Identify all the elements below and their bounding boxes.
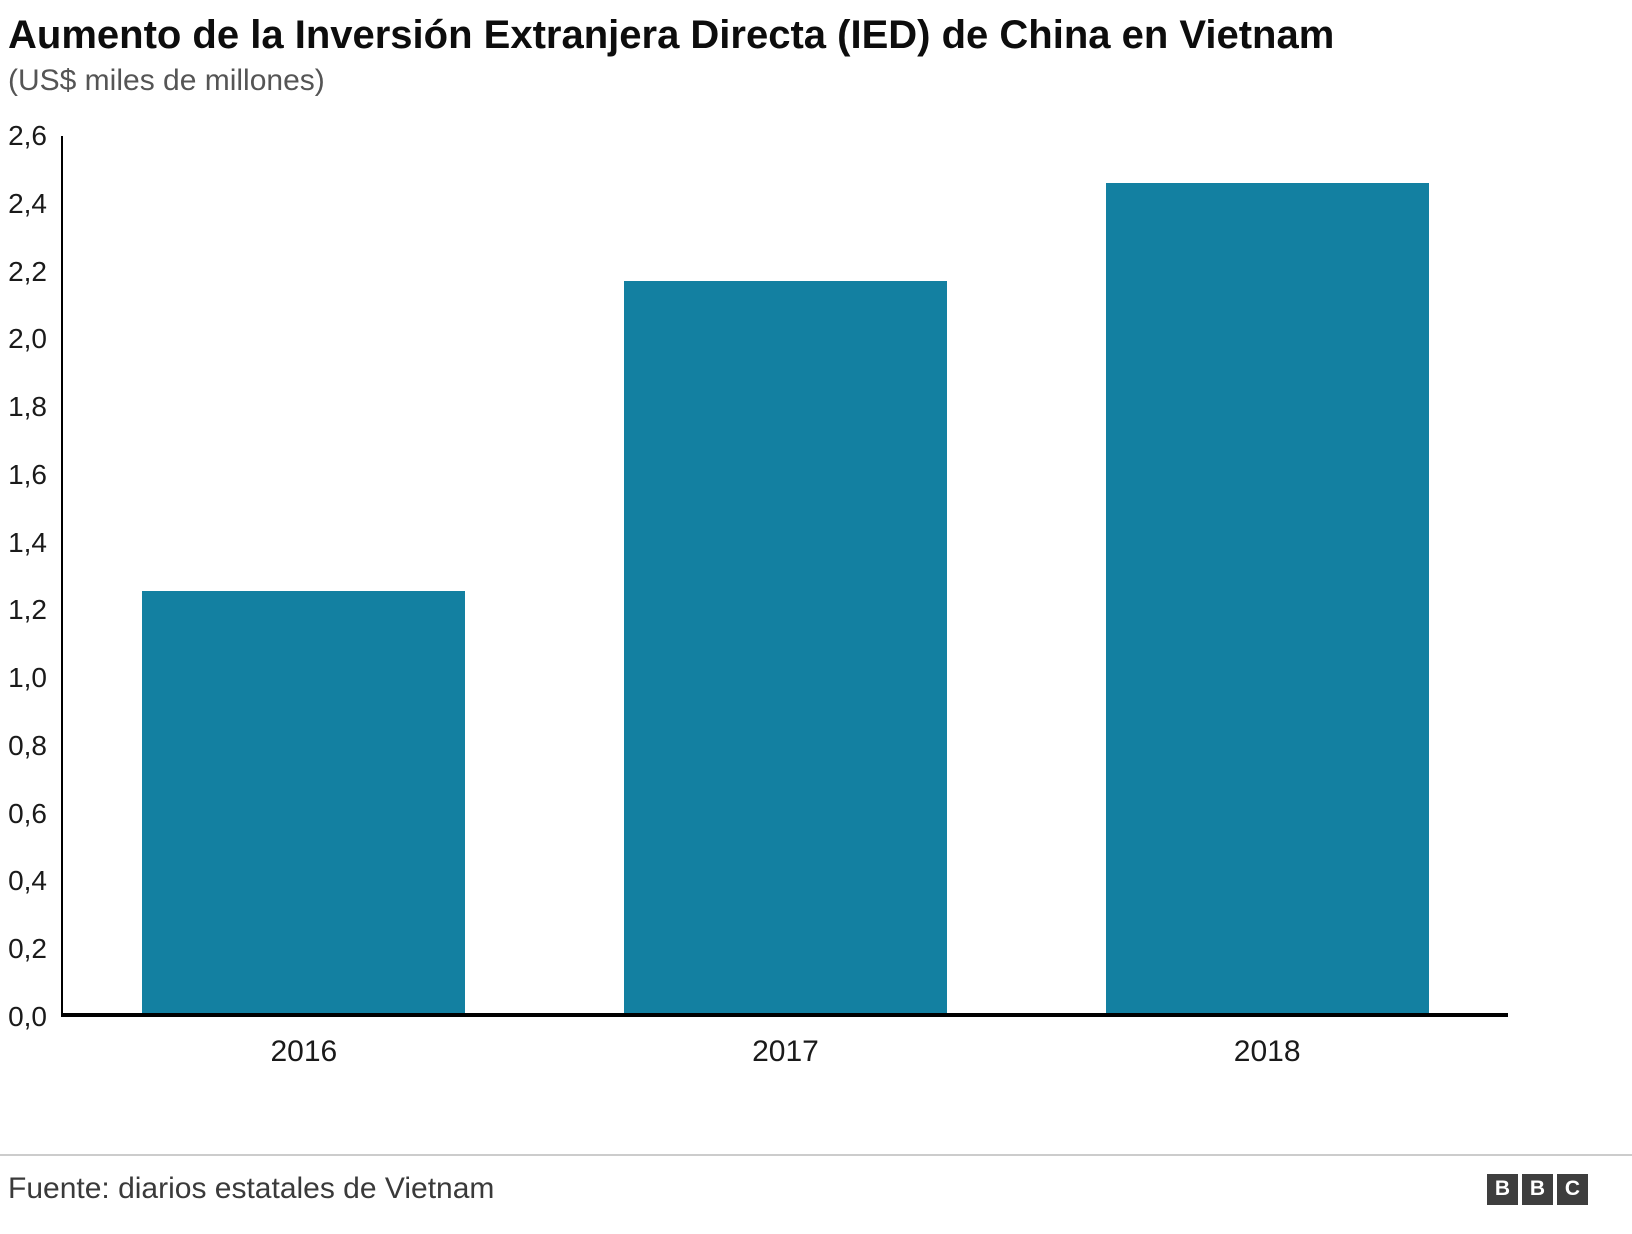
chart-subtitle: (US$ miles de millones) — [8, 64, 325, 97]
bar-2017 — [624, 281, 947, 1013]
x-tick-label: 2017 — [752, 1035, 819, 1068]
y-tick-label: 0,8 — [8, 729, 47, 761]
y-tick-label: 1,2 — [8, 594, 47, 626]
bbc-logo-block: C — [1557, 1173, 1588, 1205]
y-tick-label: 0,0 — [8, 1001, 47, 1032]
bar-group — [545, 136, 1027, 1013]
bar-group — [1026, 136, 1508, 1013]
chart-title: Aumento de la Inversión Extranjera Direc… — [8, 13, 1335, 57]
y-tick-label: 1,4 — [8, 526, 47, 558]
bar-2016 — [142, 591, 466, 1013]
chart-header: Aumento de la Inversión Extranjera Direc… — [0, 0, 1632, 98]
y-tick-label: 1,6 — [8, 458, 47, 490]
x-axis-labels: 2016 2017 2018 — [63, 1035, 1508, 1069]
source-text: Fuente: diarios estatales de Vietnam — [8, 1172, 495, 1205]
y-axis-labels: 0,0 0,2 0,4 0,6 0,8 1,0 1,2 1,4 1,6 1,8 2,0 2,2 2,4 2… — [0, 120, 61, 1032]
bbc-logo-block: B — [1522, 1173, 1553, 1205]
x-tick-label: 2016 — [270, 1035, 338, 1068]
plot-area — [61, 136, 1508, 1017]
x-tick-label: 2018 — [1233, 1035, 1301, 1068]
y-tick-label: 2,2 — [8, 255, 47, 287]
y-tick-label: 1,0 — [8, 662, 47, 694]
y-tick-label: 2,6 — [8, 120, 47, 151]
y-tick-label: 0,2 — [8, 933, 47, 965]
y-tick-label: 2,4 — [8, 187, 47, 219]
y-tick-label: 1,8 — [8, 391, 47, 423]
bbc-logo-block: B — [1487, 1173, 1518, 1205]
chart-area: 0,0 0,2 0,4 0,6 0,8 1,0 1,2 1,4 1,6 1,8 2,0 2,2 2,4 2… — [0, 120, 1508, 1032]
bar-group — [63, 136, 545, 1013]
y-tick-label: 2,0 — [8, 323, 47, 355]
y-tick-label: 0,6 — [8, 797, 47, 829]
y-tick-label: 0,4 — [8, 865, 47, 897]
bar-2018 — [1105, 183, 1429, 1013]
